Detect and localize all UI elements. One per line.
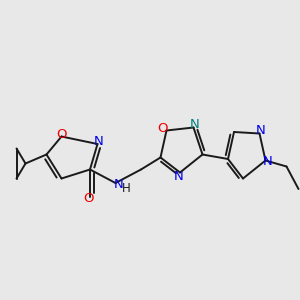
Text: N: N (256, 124, 266, 137)
Text: N: N (263, 155, 273, 169)
Text: N: N (114, 178, 124, 191)
Text: N: N (174, 169, 183, 183)
Text: H: H (122, 182, 130, 195)
Text: O: O (83, 191, 94, 205)
Text: O: O (158, 122, 168, 135)
Text: O: O (56, 128, 67, 141)
Text: N: N (190, 118, 200, 131)
Text: N: N (94, 135, 104, 148)
